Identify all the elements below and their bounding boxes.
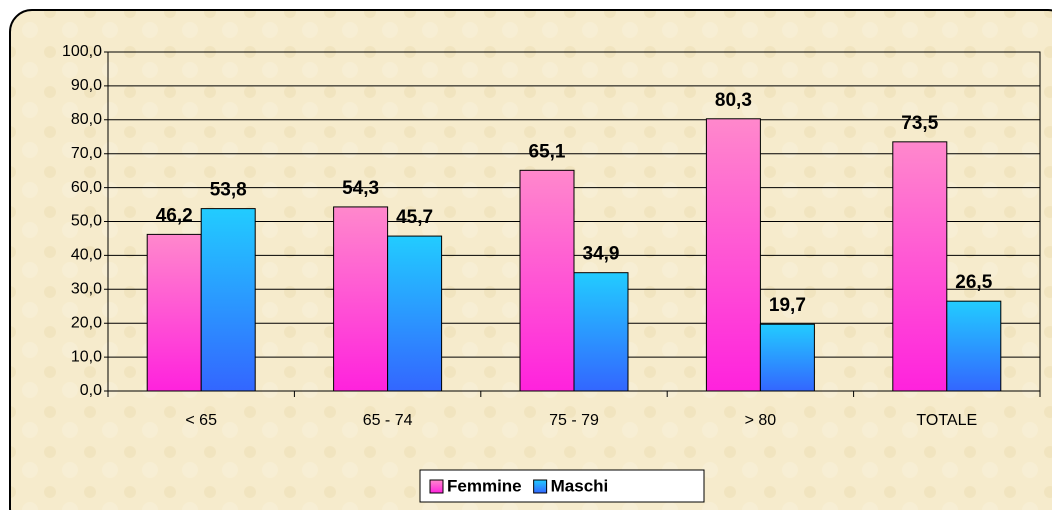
y-tick-label: 30,0 <box>71 281 102 298</box>
y-tick-label: 100,0 <box>62 43 102 60</box>
x-tick-label: TOTALE <box>916 412 977 429</box>
legend-box <box>419 469 705 503</box>
y-tick-label: 90,0 <box>71 77 102 94</box>
value-label: 53,8 <box>210 180 247 201</box>
bar <box>946 300 1002 392</box>
bar <box>892 141 948 392</box>
legend-swatch <box>533 479 548 494</box>
value-label: 34,9 <box>583 244 620 265</box>
x-tick-label: < 65 <box>185 412 217 429</box>
bar <box>387 235 443 392</box>
y-tick-label: 50,0 <box>71 213 102 230</box>
value-label: 73,5 <box>901 113 938 134</box>
bar <box>759 323 815 392</box>
legend-label: Maschi <box>551 476 609 495</box>
x-tick-label: > 80 <box>745 412 777 429</box>
y-tick-label: 40,0 <box>71 247 102 264</box>
legend-swatch <box>429 479 444 494</box>
bar <box>146 233 202 392</box>
y-tick-label: 0,0 <box>80 382 102 399</box>
y-tick-label: 60,0 <box>71 179 102 196</box>
x-tick-label: 75 - 79 <box>549 412 599 429</box>
bar <box>573 272 629 392</box>
bar <box>705 118 761 392</box>
y-tick-label: 20,0 <box>71 314 102 331</box>
value-label: 80,3 <box>715 90 752 111</box>
value-label: 19,7 <box>769 295 806 316</box>
value-label: 46,2 <box>156 205 193 226</box>
legend-label: Femmine <box>447 476 522 495</box>
y-tick-label: 70,0 <box>71 145 102 162</box>
value-label: 54,3 <box>342 178 379 199</box>
value-label: 45,7 <box>396 207 433 228</box>
value-label: 65,1 <box>529 141 566 162</box>
y-tick-label: 10,0 <box>71 348 102 365</box>
bar <box>200 208 256 392</box>
y-tick-label: 80,0 <box>71 111 102 128</box>
x-tick-label: 65 - 74 <box>363 412 413 429</box>
bar <box>519 169 575 392</box>
value-label: 26,5 <box>955 272 992 293</box>
bar <box>333 206 389 392</box>
